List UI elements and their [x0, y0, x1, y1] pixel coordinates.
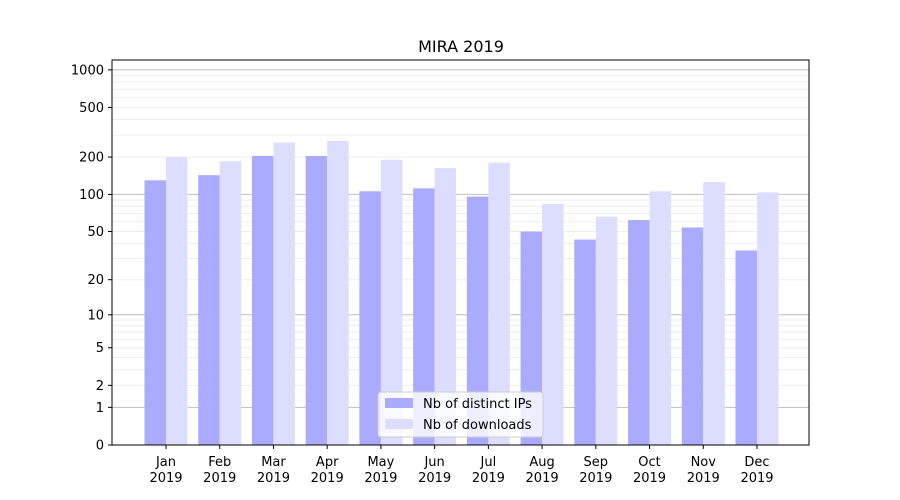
bar-downloads	[649, 191, 672, 445]
y-tick-label: 200	[79, 151, 104, 166]
bar-downloads	[757, 192, 779, 445]
plot-frame	[111, 59, 810, 446]
bar-downloads	[703, 181, 725, 445]
x-tick-label: Aug 2019	[526, 455, 559, 486]
bars	[144, 140, 779, 446]
bar-distinct-ips	[466, 196, 489, 445]
x-tick-label: Jun 2019	[418, 455, 451, 486]
legend-label-downloads: Nb of downloads	[423, 418, 532, 433]
legend: Nb of distinct IPs Nb of downloads	[377, 391, 544, 438]
x-tick-label: Nov 2019	[687, 455, 720, 486]
y-tick-label: 100	[79, 188, 104, 203]
x-tick-label: Mar 2019	[257, 455, 290, 486]
bar-downloads	[488, 162, 510, 446]
legend-swatch-downloads	[385, 419, 413, 429]
y-axis: 0 1 2 5 10 20 50 100 200 500 1000	[71, 63, 112, 454]
legend-box	[377, 391, 544, 438]
bar-downloads	[380, 159, 403, 445]
x-tick-label: May 2019	[364, 455, 397, 486]
bar-downloads	[595, 216, 618, 445]
x-tick-label: Jan 2019	[149, 455, 182, 486]
bar-distinct-ips	[305, 155, 328, 445]
y-tick-label: 20	[87, 273, 104, 288]
x-tick-label: Sep 2019	[579, 455, 612, 486]
legend-label-distinct-ips: Nb of distinct IPs	[423, 397, 532, 412]
x-tick-label: Jul 2019	[472, 455, 505, 486]
y-tick-label: 1000	[71, 63, 104, 78]
bar-distinct-ips	[144, 180, 166, 445]
x-axis: Jan 2019 Feb 2019 Mar 2019 Apr 2019 May 2019 Jun 20…	[149, 445, 774, 486]
y-tick-label: 5	[96, 341, 104, 356]
y-tick-label: 1	[96, 401, 104, 416]
bar-downloads	[166, 157, 188, 445]
bar-downloads	[434, 168, 457, 445]
legend-swatch-distinct-ips	[385, 398, 413, 408]
bar-distinct-ips	[735, 250, 757, 445]
bar-downloads	[542, 203, 564, 445]
bar-distinct-ips	[359, 191, 381, 445]
chart-title: MIRA 2019	[418, 37, 504, 56]
bar-downloads	[327, 140, 349, 445]
y-tick-label: 10	[87, 308, 104, 323]
y-tick-label: 50	[87, 225, 104, 240]
bar-distinct-ips	[198, 175, 220, 445]
bar-distinct-ips	[413, 188, 435, 445]
x-tick-label: Feb 2019	[203, 455, 236, 486]
y-tick-label: 500	[79, 101, 104, 116]
y-tick-label: 2	[96, 379, 104, 394]
bar-distinct-ips	[628, 220, 650, 445]
x-tick-label: Apr 2019	[311, 455, 344, 486]
x-tick-label: Oct 2019	[633, 455, 666, 486]
bar-distinct-ips	[681, 227, 704, 445]
x-tick-label: Dec 2019	[740, 455, 773, 486]
bar-downloads	[273, 142, 295, 446]
bar-downloads	[219, 161, 242, 445]
bar-distinct-ips	[574, 239, 596, 445]
y-tick-label: 0	[96, 439, 104, 454]
bar-distinct-ips	[251, 155, 274, 445]
